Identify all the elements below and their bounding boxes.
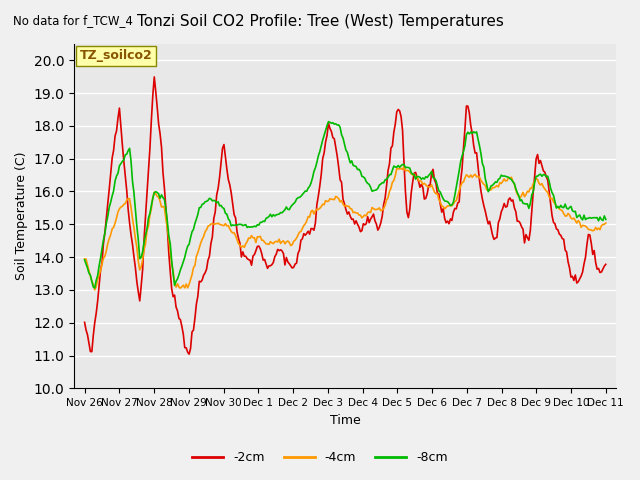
-4cm	[81, 256, 88, 262]
-2cm	[576, 276, 584, 282]
-8cm	[146, 211, 154, 216]
-2cm	[257, 246, 264, 252]
-4cm	[237, 244, 245, 250]
-8cm	[237, 222, 245, 228]
Y-axis label: Soil Temperature (C): Soil Temperature (C)	[15, 152, 28, 280]
-8cm	[255, 222, 262, 228]
Line: -2cm: -2cm	[84, 77, 606, 354]
-8cm	[264, 215, 271, 220]
-4cm	[146, 212, 154, 218]
-8cm	[576, 212, 584, 218]
-2cm	[265, 263, 273, 269]
X-axis label: Time: Time	[330, 414, 360, 427]
Line: -8cm: -8cm	[84, 121, 606, 288]
-4cm	[255, 234, 262, 240]
Text: TZ_soilco2: TZ_soilco2	[79, 49, 152, 62]
-2cm	[602, 262, 610, 267]
Text: Tonzi Soil CO2 Profile: Tree (West) Temperatures: Tonzi Soil CO2 Profile: Tree (West) Temp…	[136, 14, 504, 29]
-4cm	[310, 211, 318, 217]
Text: No data for f_TCW_4: No data for f_TCW_4	[13, 14, 132, 27]
-8cm	[310, 168, 318, 174]
-8cm	[91, 285, 99, 291]
-2cm	[150, 74, 158, 80]
-4cm	[264, 241, 271, 247]
-2cm	[145, 168, 152, 174]
-4cm	[91, 287, 99, 293]
-2cm	[185, 351, 193, 357]
-4cm	[400, 164, 408, 169]
-4cm	[602, 220, 610, 226]
-8cm	[602, 216, 610, 222]
-2cm	[312, 220, 319, 226]
-4cm	[576, 220, 584, 226]
Legend: -2cm, -4cm, -8cm: -2cm, -4cm, -8cm	[187, 446, 453, 469]
-8cm	[324, 119, 332, 124]
Line: -4cm: -4cm	[84, 167, 606, 290]
-8cm	[81, 257, 88, 263]
-2cm	[81, 320, 88, 325]
-2cm	[239, 249, 246, 255]
